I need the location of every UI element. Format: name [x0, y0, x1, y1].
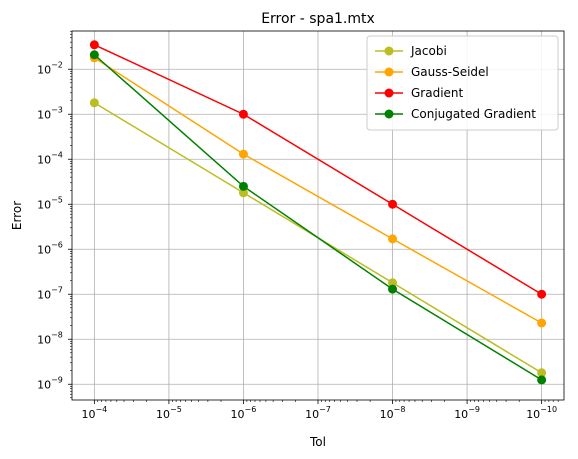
legend-item-jacobi: Jacobi [375, 44, 447, 58]
data-point-gradient [89, 40, 99, 50]
data-point-jacobi [238, 188, 248, 198]
data-point-conjugated-gradient [238, 181, 248, 191]
x-tick-label: 10−10 [526, 405, 557, 421]
x-tick-label: 10−4 [81, 405, 107, 421]
y-tick-label: 10−5 [37, 195, 63, 211]
legend-box [366, 35, 559, 131]
x-tick-label: 10−5 [156, 405, 182, 421]
y-axis-ticks: 10−2 10−3 10−4 10−5 10−6 10−7 10−8 10−9 [37, 60, 72, 391]
legend-label: Gradient [411, 86, 464, 100]
data-point-gradient [388, 199, 398, 209]
legend-marker [384, 109, 394, 119]
y-tick-label: 10−9 [37, 375, 63, 391]
data-point-jacobi [537, 368, 547, 378]
y-tick-label: 10−3 [37, 105, 63, 121]
legend: Jacobi Gauss-Seidel Gradient Conjugated Gra… [366, 35, 559, 131]
data-point-gauss-seidel [238, 149, 248, 159]
series-conjugated-gradient [89, 50, 547, 385]
legend-marker [384, 67, 394, 77]
data-point-gauss-seidel [388, 234, 398, 244]
data-point-gradient [537, 289, 547, 299]
legend-item-gradient: Gradient [375, 86, 464, 100]
y-tick-label: 10−8 [37, 330, 63, 346]
x-tick-label: 10−9 [454, 405, 480, 421]
y-tick-label: 10−2 [37, 60, 63, 76]
legend-label: Gauss-Seidel [411, 65, 489, 79]
y-tick-label: 10−4 [37, 150, 63, 166]
legend-marker [384, 46, 394, 56]
y-axis-label: Error [10, 201, 24, 230]
data-point-jacobi [388, 278, 398, 288]
data-point-jacobi [89, 98, 99, 108]
legend-item-gauss-seidel: Gauss-Seidel [375, 65, 489, 79]
series-gradient [89, 40, 547, 299]
legend-marker [384, 88, 394, 98]
data-point-conjugated-gradient [537, 375, 547, 385]
series-line-gradient [94, 44, 543, 295]
x-tick-label: 10−7 [305, 405, 331, 421]
series-line-conjugated-gradient [93, 54, 543, 381]
x-tick-label: 10−8 [380, 405, 406, 421]
data-point-conjugated-gradient [388, 284, 398, 294]
legend-label: Jacobi [410, 44, 447, 58]
data-point-gauss-seidel [537, 318, 547, 328]
legend-label: Conjugated Gradient [411, 107, 536, 121]
data-point-conjugated-gradient [89, 50, 99, 60]
series-line-gauss-seidel [93, 57, 543, 324]
legend-item-conjugated-gradient: Conjugated Gradient [375, 107, 536, 121]
x-tick-label: 10−6 [231, 405, 257, 421]
chart-title: Error - spa1.mtx [261, 11, 375, 27]
x-axis-ticks: 10−4 10−5 10−6 10−7 10−8 10−9 10−10 [81, 400, 557, 421]
data-point-gradient [238, 109, 248, 119]
y-tick-label: 10−7 [37, 285, 63, 301]
x-axis-label: Tol [309, 435, 326, 449]
series-layer [89, 40, 547, 385]
y-tick-label: 10−6 [37, 240, 63, 256]
